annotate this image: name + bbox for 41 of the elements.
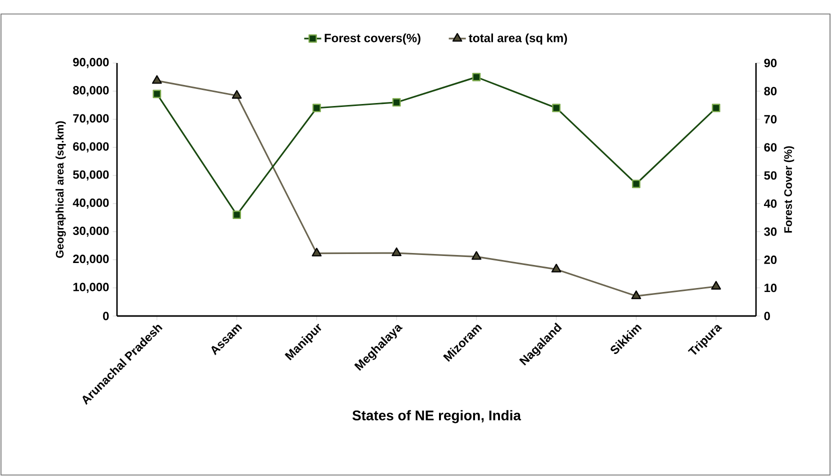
y-tick-label: 80,000 (73, 86, 109, 96)
point (152, 90, 162, 98)
point (632, 180, 640, 188)
point (472, 251, 482, 260)
y-tick-label: 90,000 (73, 58, 109, 68)
y2-tick-label: 0 (764, 312, 770, 320)
point (232, 210, 241, 219)
point (472, 72, 481, 82)
y2-axis-title: Forest Cover (%) (784, 146, 794, 233)
y2-tick-label: 90 (764, 58, 777, 68)
y2-tick-label: 30 (764, 227, 777, 236)
point (552, 104, 561, 112)
point (232, 90, 242, 99)
point (312, 104, 321, 112)
y2-tick-label: 10 (764, 284, 777, 292)
y2-tick-label: 70 (764, 115, 777, 124)
y2-tick-label: 60 (764, 143, 777, 152)
point (312, 248, 322, 256)
y-tick-label: 20,000 (73, 254, 109, 265)
y2-tick-label: 40 (764, 199, 777, 208)
point (392, 247, 402, 256)
y2-tick-label: 50 (764, 171, 777, 180)
y-tick-label: 0 (103, 312, 109, 320)
point (152, 75, 162, 84)
point (631, 290, 642, 300)
y-axis-title: Geographical area (sq.km) (56, 121, 66, 258)
point (712, 104, 720, 112)
legend-label: Forest covers(%) (324, 33, 420, 45)
point (392, 98, 401, 107)
point (711, 280, 721, 290)
y2-tick-label: 20 (764, 256, 777, 264)
x-axis-title: States of NE region, India (352, 410, 522, 424)
legend-label: total area (sq km) (468, 33, 567, 45)
y-tick-label: 50,000 (73, 170, 109, 181)
y-tick-label: 10,000 (73, 282, 109, 293)
y-tick-label: 60,000 (73, 142, 109, 152)
y-tick-label: 30,000 (72, 226, 109, 237)
y-tick-label: 70,000 (73, 114, 109, 124)
point (551, 264, 562, 272)
y2-tick-label: 80 (764, 86, 777, 96)
y-tick-label: 40,000 (72, 198, 109, 209)
